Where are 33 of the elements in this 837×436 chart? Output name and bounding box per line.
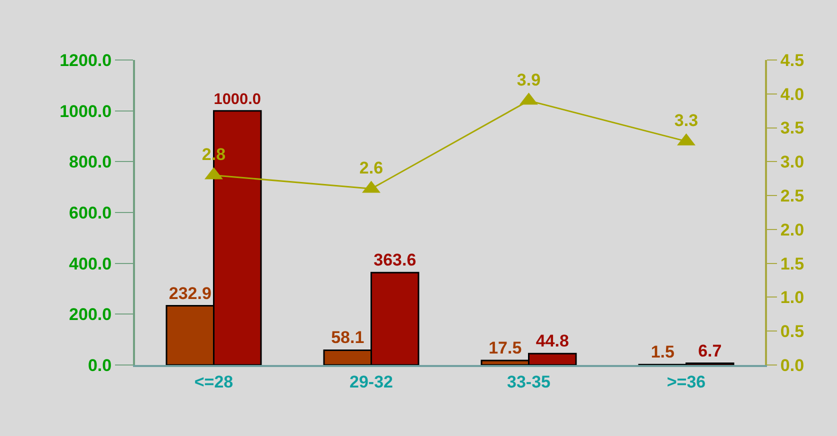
- y2-tick-label: 4.5: [780, 50, 804, 70]
- y2-tick-label: 1.0: [780, 288, 804, 308]
- data-label: 363.6: [374, 250, 416, 270]
- x-tick-label: 29-32: [350, 372, 393, 392]
- data-label: 232.9: [168, 284, 212, 303]
- y2-tick-label: 3.0: [780, 152, 804, 172]
- data-label: 6.7: [698, 341, 722, 360]
- y-tick-label: 200.0: [69, 305, 112, 324]
- x-tick-label: >=36: [666, 372, 706, 392]
- y2-tick-label: 4.0: [780, 84, 804, 104]
- data-label: 17.5: [488, 338, 522, 358]
- data-label: 58.1: [331, 328, 364, 348]
- data-label: 3.9: [516, 70, 541, 90]
- x-tick-label: 33-35: [507, 372, 550, 392]
- y-tick-label: 1200.0: [60, 50, 112, 70]
- y2-tick-label: 2.5: [780, 186, 804, 206]
- data-label: 44.8: [536, 332, 569, 351]
- data-label: 1000.0: [214, 91, 261, 108]
- y2-tick-label: 2.0: [780, 220, 804, 240]
- y-tick-label: 1000.0: [60, 102, 112, 121]
- data-label: 2.8: [202, 144, 226, 164]
- y2-tick-label: 1.5: [780, 254, 804, 274]
- data-label: 3.3: [674, 111, 698, 130]
- y2-tick-label: 3.5: [780, 118, 804, 138]
- data-label: 2.6: [359, 158, 384, 178]
- y-tick-label: 0.0: [88, 356, 112, 375]
- y-tick-label: 400.0: [69, 254, 112, 274]
- y-tick-label: 800.0: [69, 152, 112, 172]
- data-label: 1.5: [650, 342, 674, 362]
- y2-tick-label: 0.0: [780, 356, 804, 375]
- y2-tick-label: 0.5: [780, 322, 804, 342]
- y-tick-label: 600.0: [69, 203, 112, 222]
- x-tick-label: <=28: [194, 372, 234, 392]
